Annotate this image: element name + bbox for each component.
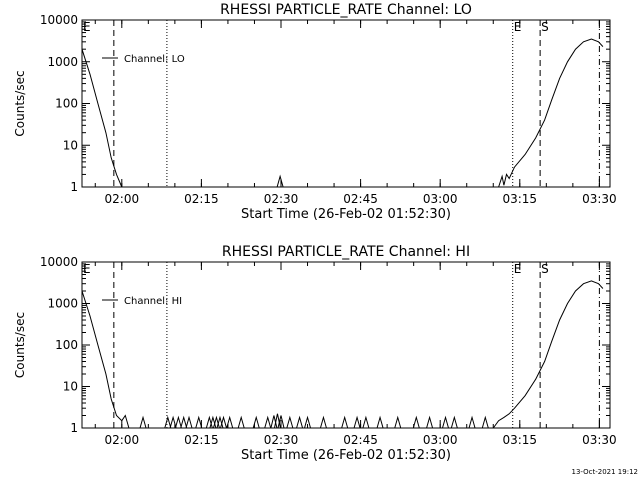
rate-spike (276, 174, 284, 188)
noise-spike (341, 415, 349, 429)
noise-spike (252, 415, 260, 429)
panel-hi: RHESSI PARTICLE_RATE Channel: HI Counts/s… (13, 244, 617, 463)
noise-spike (185, 415, 193, 429)
x-tick-label: 02:00 (105, 433, 140, 447)
y-tick-label: 10000 (40, 255, 78, 269)
noise-spike (226, 415, 234, 429)
y-tick-label: 10 (63, 138, 78, 152)
event-marker-label: E (514, 20, 522, 34)
y-tick-label: 1 (70, 180, 78, 194)
noise-spike (376, 415, 384, 429)
event-marker-label: E (514, 262, 522, 276)
noise-spike (426, 415, 434, 429)
panel-lo: RHESSI PARTICLE_RATE Channel: LO Counts/s… (13, 2, 617, 222)
series-line (498, 38, 604, 188)
x-axis-label: Start Time (26-Feb-02 01:52:30) (241, 207, 451, 222)
y-axis-label: Counts/sec (13, 70, 27, 136)
series-line (492, 280, 604, 429)
y-axis-label: Counts/sec (13, 312, 27, 378)
noise-spike (139, 415, 147, 429)
noise-spike (319, 415, 327, 429)
x-tick-label: 03:00 (423, 192, 458, 206)
x-tick-label: 03:15 (502, 192, 537, 206)
x-tick-label: 02:30 (264, 192, 299, 206)
y-tick-label: 10 (63, 380, 78, 394)
plot-frame (81, 261, 611, 429)
noise-spike (164, 415, 172, 429)
noise-spike (450, 415, 458, 429)
x-tick-label: 03:15 (502, 433, 537, 447)
footer-timestamp: 13-Oct-2021 19:12 (572, 468, 638, 476)
noise-spike (394, 415, 402, 429)
x-tick-label: 02:30 (264, 433, 299, 447)
x-axis-label: Start Time (26-Feb-02 01:52:30) (241, 448, 451, 463)
noise-spike (270, 415, 278, 429)
event-marker-label: S (541, 262, 549, 276)
y-tick-label: 100 (55, 338, 78, 352)
noise-spike (442, 415, 449, 429)
x-tick-label: 02:15 (184, 192, 219, 206)
plot-frame (81, 19, 611, 188)
noise-spike (174, 415, 182, 429)
y-tick-label: 1000 (47, 297, 78, 311)
series-line (81, 49, 123, 188)
noise-spike (277, 415, 285, 429)
x-tick-label: 03:30 (582, 433, 617, 447)
noise-spike (237, 415, 245, 429)
event-marker-label: E (83, 262, 91, 276)
noise-spike (264, 415, 272, 429)
noise-spike (296, 415, 304, 429)
x-tick-label: 03:30 (582, 192, 617, 206)
event-marker-label: S (541, 20, 549, 34)
x-tick-label: 03:00 (423, 433, 458, 447)
y-tick-label: 1000 (47, 55, 78, 69)
noise-spike (169, 415, 177, 429)
noise-spike (353, 415, 361, 429)
chart-title: RHESSI PARTICLE_RATE Channel: LO (220, 2, 472, 18)
noise-spike (180, 415, 188, 429)
noise-spike (412, 415, 420, 429)
y-tick-label: 1 (70, 421, 78, 435)
chart-title: RHESSI PARTICLE_RATE Channel: HI (222, 244, 470, 260)
event-marker-label: E (83, 20, 91, 34)
noise-spike (220, 415, 227, 429)
noise-spike (195, 415, 203, 429)
noise-spike (304, 415, 312, 429)
noise-spike (481, 415, 489, 429)
x-tick-label: 02:45 (343, 192, 378, 206)
x-tick-label: 02:00 (105, 192, 140, 206)
legend-label: Channel: HI (124, 296, 182, 307)
y-tick-label: 100 (55, 97, 78, 111)
noise-spike (362, 415, 370, 429)
x-tick-label: 02:45 (343, 433, 378, 447)
y-tick-label: 10000 (40, 13, 78, 27)
noise-spike (286, 415, 294, 429)
x-tick-label: 02:15 (184, 433, 219, 447)
noise-spike (468, 415, 476, 429)
legend-label: Channel: LO (124, 54, 185, 65)
series-line (81, 290, 130, 429)
